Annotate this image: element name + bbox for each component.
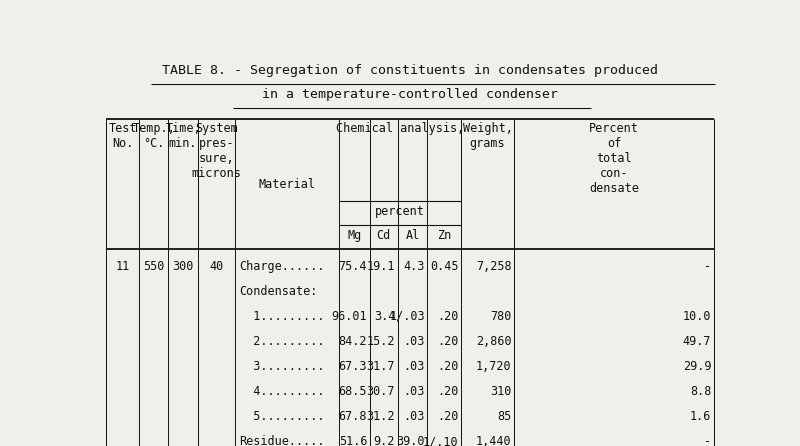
Text: 67.8: 67.8 (338, 410, 367, 423)
Text: 49.7: 49.7 (683, 335, 711, 348)
Text: 51.6: 51.6 (338, 435, 367, 446)
Text: 29.9: 29.9 (683, 360, 711, 373)
Text: Zn: Zn (437, 229, 451, 242)
Text: .20: .20 (437, 360, 458, 373)
Text: 84.2: 84.2 (338, 335, 367, 348)
Text: 3.........: 3......... (239, 360, 324, 373)
Text: .03: .03 (403, 335, 425, 348)
Text: 1.........: 1......... (239, 310, 324, 323)
Text: 31.7: 31.7 (366, 360, 395, 373)
Text: 2.........: 2......... (239, 335, 324, 348)
Text: Test
No.: Test No. (108, 122, 137, 150)
Text: 4.........: 4......... (239, 385, 324, 398)
Text: 39.0: 39.0 (396, 435, 425, 446)
Text: .03: .03 (403, 410, 425, 423)
Text: 2,860: 2,860 (476, 335, 512, 348)
Text: 1,440: 1,440 (476, 435, 512, 446)
Text: 7,258: 7,258 (476, 260, 512, 273)
Text: 85: 85 (498, 410, 512, 423)
Text: .03: .03 (403, 360, 425, 373)
Text: Charge......: Charge...... (239, 260, 324, 273)
Text: Residue.....: Residue..... (239, 435, 324, 446)
Text: percent: percent (375, 205, 425, 218)
Text: 67.3: 67.3 (338, 360, 367, 373)
Text: 75.4: 75.4 (338, 260, 367, 273)
Text: 5.........: 5......... (239, 410, 324, 423)
Text: Weight,
grams: Weight, grams (462, 122, 513, 150)
Text: 40: 40 (210, 260, 224, 273)
Text: -: - (704, 435, 711, 446)
Text: 1.6: 1.6 (690, 410, 711, 423)
Text: Temp.,
°C.: Temp., °C. (132, 122, 175, 150)
Text: Material: Material (258, 178, 315, 190)
Text: 0.45: 0.45 (430, 260, 458, 273)
Text: 11: 11 (115, 260, 130, 273)
Text: .20: .20 (437, 310, 458, 323)
Text: .20: .20 (437, 410, 458, 423)
Text: 96.01: 96.01 (331, 310, 367, 323)
Text: 1/.03: 1/.03 (390, 310, 425, 323)
Text: .20: .20 (437, 385, 458, 398)
Text: 30.7: 30.7 (366, 385, 395, 398)
Text: Chemical analysis,: Chemical analysis, (336, 122, 464, 135)
Text: 9.2: 9.2 (374, 435, 395, 446)
Text: 550: 550 (143, 260, 164, 273)
Text: in a temperature-controlled condenser: in a temperature-controlled condenser (262, 88, 558, 101)
Text: Mg: Mg (347, 229, 362, 242)
Text: 1/.10: 1/.10 (422, 435, 458, 446)
Text: 1,720: 1,720 (476, 360, 512, 373)
Text: 10.0: 10.0 (683, 310, 711, 323)
Text: Al: Al (406, 229, 420, 242)
Text: -: - (704, 260, 711, 273)
Text: Percent
of
total
con-
densate: Percent of total con- densate (589, 122, 639, 195)
Text: TABLE 8. - Segregation of constituents in condensates produced: TABLE 8. - Segregation of constituents i… (162, 64, 658, 77)
Text: 310: 310 (490, 385, 512, 398)
Text: 68.5: 68.5 (338, 385, 367, 398)
Text: 31.2: 31.2 (366, 410, 395, 423)
Text: System
pres-
sure,
microns: System pres- sure, microns (192, 122, 242, 180)
Text: 8.8: 8.8 (690, 385, 711, 398)
Text: 3.4: 3.4 (374, 310, 395, 323)
Text: Condensate:: Condensate: (239, 285, 318, 297)
Text: 15.2: 15.2 (366, 335, 395, 348)
Text: 780: 780 (490, 310, 512, 323)
Text: .03: .03 (403, 385, 425, 398)
Text: Time,
min.: Time, min. (166, 122, 201, 150)
Text: 4.3: 4.3 (403, 260, 425, 273)
Text: .20: .20 (437, 335, 458, 348)
Text: Cd: Cd (377, 229, 390, 242)
Text: 19.1: 19.1 (366, 260, 395, 273)
Text: 300: 300 (172, 260, 194, 273)
